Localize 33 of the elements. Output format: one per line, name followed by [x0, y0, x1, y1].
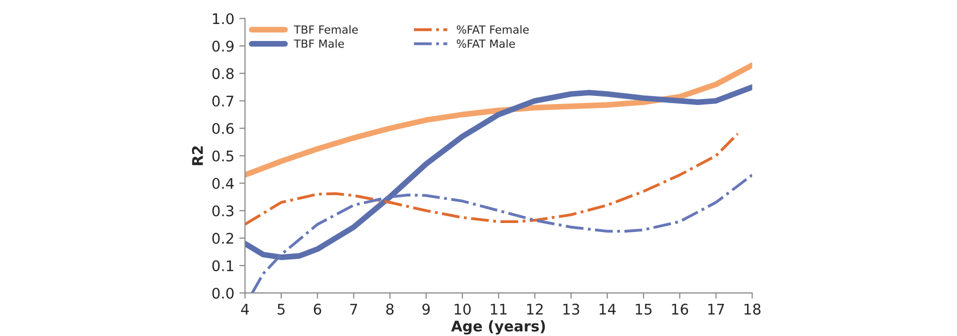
x-tick-label: 15 [636, 304, 652, 315]
y-tick-label: 0.2 [212, 232, 234, 244]
x-tick-label: 12 [527, 304, 543, 314]
x-tick-label: 9 [422, 304, 430, 315]
x-tick-label: 5 [278, 304, 285, 315]
y-tick-label: 0.1 [212, 260, 234, 272]
y-tick-label: 0.3 [212, 205, 234, 216]
y-tick-label: 0.5 [212, 150, 234, 162]
y-tick-label: 0.8 [212, 68, 234, 80]
x-tick-label: 11 [490, 304, 507, 314]
y-tick-label: 0.9 [212, 40, 234, 52]
y-tick-label: 0.4 [212, 178, 234, 189]
x-tick-label: 18 [744, 304, 760, 315]
x-axis-title: Age (years) [451, 320, 545, 335]
y-axis-title: R2 [192, 146, 203, 166]
x-tick-label: 4 [241, 304, 249, 314]
legend-label: TBF Male [294, 39, 344, 48]
y-tick-label: 1.0 [212, 13, 234, 24]
x-tick-label: 16 [672, 304, 688, 315]
x-tick-label: 7 [350, 304, 358, 314]
x-tick-label: 10 [454, 304, 471, 315]
x-tick-label: 6 [314, 304, 322, 315]
y-tick-label: 0.6 [212, 123, 234, 134]
x-tick-label: 8 [386, 304, 394, 315]
legend-label: TBF Female [294, 25, 358, 34]
y-tick-label: 0.7 [212, 96, 234, 107]
x-tick-label: 17 [708, 304, 724, 314]
legend-label: %FAT Female [456, 25, 529, 34]
line-series [244, 132, 740, 226]
x-tick-label: 14 [600, 304, 616, 314]
x-tick-label: 13 [563, 304, 580, 315]
legend-label: %FAT Male [456, 39, 515, 48]
y-tick-label: 0.0 [212, 288, 234, 299]
